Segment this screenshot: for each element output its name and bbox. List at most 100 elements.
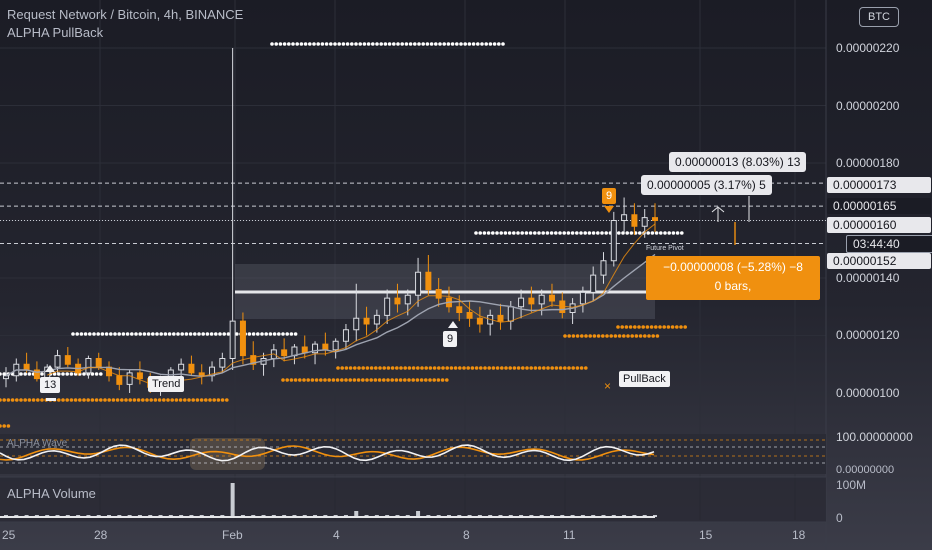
pivot-dot-white <box>591 231 596 235</box>
pivot-dot-orange <box>571 366 575 370</box>
pivot-dot-white <box>421 42 426 46</box>
pivot-dot-orange <box>563 334 567 338</box>
volume-axis-zero: 0 <box>836 511 843 525</box>
pivot-dot-orange <box>428 378 432 382</box>
y-tick-label: 0.00000200 <box>836 99 900 113</box>
pivot-dot-white <box>90 372 95 376</box>
pivot-dot-orange <box>428 366 433 370</box>
pivot-dot-white <box>503 231 508 235</box>
pivot-dot-white <box>282 42 287 46</box>
cross-marker-icon: × <box>604 379 611 393</box>
oscillator-wave-white <box>0 444 655 462</box>
measure-up-long[interactable]: 0.00000013 (8.03%) 13 <box>669 152 807 172</box>
pivot-dot-orange <box>643 334 647 338</box>
pivot-dot-orange <box>293 378 298 382</box>
pivot-dot-orange <box>628 325 633 329</box>
pivot-dot-white <box>61 372 65 376</box>
pivot-dot-orange <box>525 366 529 370</box>
pivot-dot-orange <box>550 366 554 370</box>
pivot-dot-white <box>524 231 529 235</box>
pivot-dot-orange <box>596 334 601 338</box>
pivot-dot-orange <box>398 378 403 382</box>
pivot-dot-orange <box>2 398 6 402</box>
pivot-dot-orange <box>649 325 654 329</box>
pivot-dot-white <box>482 231 487 235</box>
measure-down-value: −0.00000008 (−5.28%) −8 <box>663 260 803 274</box>
candle-body <box>466 312 473 319</box>
pivot-dot-white <box>121 332 126 336</box>
price-label-dashed: 0.00000165 <box>827 198 931 214</box>
candle-body <box>136 372 143 380</box>
pivot-dot-orange <box>554 366 559 370</box>
down-arrow-icon <box>604 206 614 213</box>
measure-up-short[interactable]: 0.00000005 (3.17%) 5 <box>641 175 772 195</box>
candle-body <box>425 271 432 290</box>
pivot-dot-orange <box>542 366 546 370</box>
pivot-dot-white <box>341 42 346 46</box>
measure-down-box[interactable]: −0.00000008 (−5.28%) −8 0 bars, <box>646 256 820 300</box>
pivot-dot-orange <box>420 366 424 370</box>
candle-body <box>126 372 133 385</box>
pivot-dot-white <box>492 42 497 46</box>
price-label-lower: 0.00000152 <box>827 253 931 269</box>
pivot-dot-white <box>205 332 210 336</box>
pivot-dot-white <box>425 42 430 46</box>
pivot-dot-white <box>96 332 100 336</box>
pivot-dot-orange <box>441 366 445 370</box>
pivot-dot-orange <box>390 378 395 382</box>
pivot-dot-orange <box>395 366 399 370</box>
candle-body <box>652 217 658 221</box>
pivot-dot-white <box>480 42 484 46</box>
pivot-dot-white <box>104 332 109 336</box>
pivot-dot-white <box>520 231 524 235</box>
candle-body <box>54 355 61 368</box>
pivot-dot-white <box>562 231 566 235</box>
pivot-dot-orange <box>204 398 208 402</box>
pivot-dot-orange <box>78 398 82 402</box>
pivot-dot-orange <box>225 398 229 402</box>
pivot-dot-orange <box>82 398 86 402</box>
pivot-dot-white <box>375 42 379 46</box>
currency-badge[interactable]: BTC <box>859 7 899 27</box>
pivot-dot-orange <box>662 325 666 329</box>
pivot-dot-white <box>463 42 468 46</box>
pivot-dot-orange <box>641 325 645 329</box>
x-tick-label: Feb <box>222 528 243 542</box>
pivot-dot-orange <box>500 366 504 370</box>
candle-body <box>579 291 586 305</box>
pivot-dot-orange <box>336 366 340 370</box>
candle-body <box>219 358 226 368</box>
pivot-dot-orange <box>584 366 588 370</box>
pivot-dot-white <box>617 231 621 235</box>
pivot-dot-white <box>320 42 325 46</box>
moving-average-line <box>5 253 656 378</box>
pivot-dot-white <box>345 42 350 46</box>
pivot-dot-orange <box>327 378 332 382</box>
pivot-dot-orange <box>647 334 651 338</box>
pivot-dot-white <box>379 42 384 46</box>
pivot-dot-orange <box>504 366 508 370</box>
pivot-dot-orange <box>382 366 387 370</box>
pivot-dot-orange <box>323 378 327 382</box>
count-13-marker: 13 <box>40 377 61 393</box>
pivot-dot-white <box>455 42 459 46</box>
marker-bar <box>46 398 56 401</box>
candle-body <box>590 274 597 293</box>
oscillator-axis-top: 100.00000000 <box>836 430 913 444</box>
volume-pane <box>0 477 826 522</box>
candle-body <box>239 320 246 357</box>
pivot-dot-white <box>650 231 655 235</box>
pivot-dot-orange <box>453 366 458 370</box>
y-tick-label: 0.00000120 <box>836 328 900 342</box>
pivot-dot-white <box>566 231 571 235</box>
count-9-high-marker: 9 <box>602 188 617 204</box>
pivot-dot-white <box>324 42 329 46</box>
pivot-dot-orange <box>654 325 658 329</box>
candle-body <box>3 375 9 380</box>
pivot-dot-orange <box>679 325 683 329</box>
candle-body <box>188 363 195 374</box>
x-tick-label: 25 <box>2 528 16 542</box>
pivot-dot-orange <box>19 398 23 402</box>
pivot-dot-white <box>358 42 363 46</box>
